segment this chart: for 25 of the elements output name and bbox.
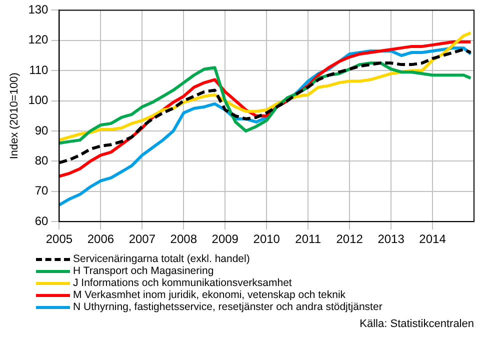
legend-label: J Informations och kommunikationsverksamhet bbox=[73, 277, 292, 289]
y-tick-label: 130 bbox=[28, 2, 49, 17]
x-tick-label: 2006 bbox=[87, 232, 114, 246]
x-tick-label: 2008 bbox=[170, 232, 198, 246]
y-tick-label: 60 bbox=[34, 214, 49, 228]
y-tick-label: 70 bbox=[34, 184, 49, 198]
legend-label: M Verkasmhet inom juridik, ekonomi, vetenskap och teknik bbox=[73, 289, 346, 301]
legend-label: Servicenäringarna totalt (exkl. handel) bbox=[73, 253, 250, 265]
text: Källa: Statistikcentralen bbox=[360, 318, 474, 330]
y-tick-label: 120 bbox=[28, 32, 49, 47]
legend-label: N Uthyrning, fastighetsservice, resetjänster och andra stödjtjänster bbox=[73, 301, 382, 313]
y-tick-label: 90 bbox=[34, 123, 49, 138]
x-tick-label: 2011 bbox=[295, 232, 322, 246]
y-axis-title: Index (2010=100) bbox=[8, 72, 21, 160]
legend-label: H Transport och Magasinering bbox=[73, 265, 214, 277]
x-tick-label: 2009 bbox=[212, 232, 239, 246]
x-tick-label: 2014 bbox=[419, 232, 446, 246]
y-tick-label: 80 bbox=[34, 154, 49, 168]
x-tick-label: 2013 bbox=[378, 232, 405, 246]
y-tick-label: 110 bbox=[29, 62, 49, 77]
x-tick-label: 2005 bbox=[46, 232, 73, 246]
x-tick-label: 2010 bbox=[253, 232, 280, 246]
x-tick-label: 2012 bbox=[336, 232, 364, 246]
y-tick-label: 100 bbox=[28, 93, 49, 108]
x-tick-label: 2007 bbox=[128, 232, 156, 246]
